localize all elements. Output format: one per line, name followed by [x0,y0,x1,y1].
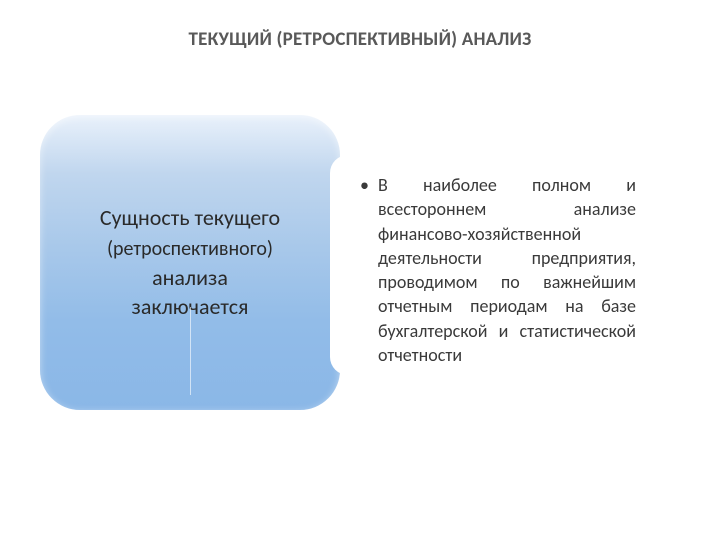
essence-text: Сущность текущего (ретроспективного) ана… [100,203,280,322]
essence-line2: (ретроспективного) [107,237,273,261]
panel-divider [190,307,191,396]
essence-line3: анализа [152,264,228,291]
description-panel: В наиболее полном и всестороннем анализе… [330,155,660,375]
page-title: ТЕКУЩИЙ (РЕТРОСПЕКТИВНЫЙ) АНАЛИЗ [0,28,720,51]
description-bullet: В наиболее полном и всестороннем анализе… [360,173,636,367]
essence-line1: Сущность текущего [100,204,280,231]
essence-panel: Сущность текущего (ретроспективного) ана… [40,115,340,410]
